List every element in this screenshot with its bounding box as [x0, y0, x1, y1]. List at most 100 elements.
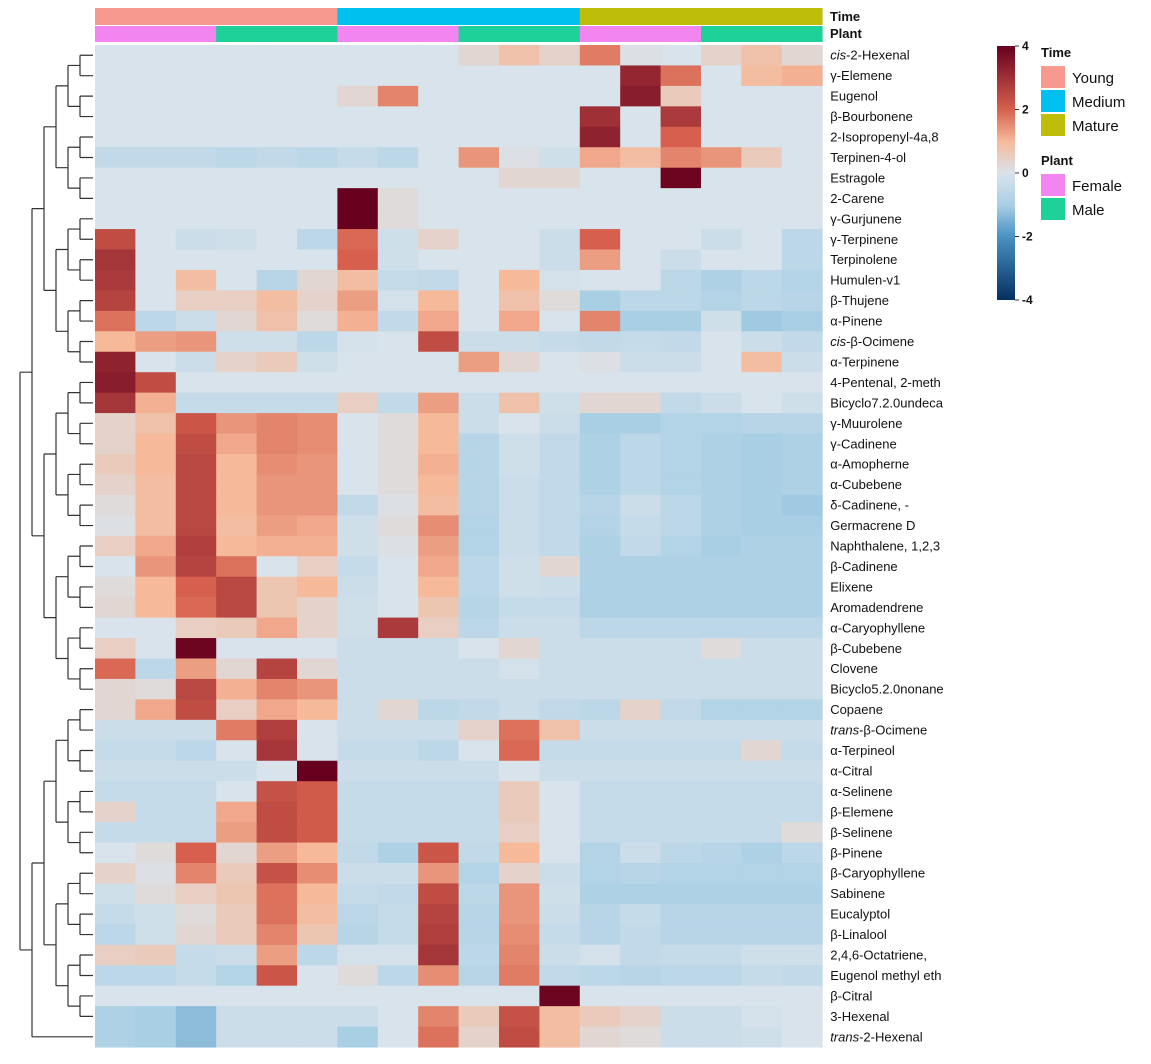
heatmap-cell [458, 556, 500, 578]
dendrogram-branch [67, 964, 80, 1007]
heatmap-cell [499, 1026, 540, 1048]
heatmap-cell [377, 515, 419, 537]
plant-annotation-cell [135, 26, 177, 42]
heatmap-cell [95, 678, 136, 700]
heatmap-cell [418, 658, 460, 680]
heatmap-cell [458, 106, 500, 128]
heatmap-cell [499, 372, 540, 394]
heatmap-cell [499, 842, 540, 864]
heatmap-cell [458, 65, 500, 87]
heatmap-cell [216, 535, 258, 557]
heatmap-cell [135, 106, 177, 128]
heatmap-cell [579, 515, 621, 537]
heatmap-cell [458, 985, 500, 1007]
heatmap-cell [95, 372, 136, 394]
heatmap-cell [377, 331, 419, 353]
heatmap-cell [95, 903, 136, 925]
row-label: γ-Cadinene [830, 436, 897, 451]
heatmap-cell [781, 65, 823, 87]
heatmap-cell [781, 944, 823, 966]
color-scale-tick-label: 4 [1022, 39, 1029, 53]
heatmap-cell [660, 1026, 702, 1048]
heatmap-cell [377, 822, 419, 844]
row-label: Sabinene [830, 886, 885, 901]
heatmap-cell [458, 515, 500, 537]
heatmap-cell [377, 597, 419, 619]
heatmap-cell [256, 740, 298, 762]
heatmap-cell [458, 678, 500, 700]
heatmap-cell [337, 781, 379, 803]
legend-label-medium: Medium [1072, 94, 1125, 111]
row-label: 3-Hexenal [830, 1009, 889, 1024]
heatmap-cell [781, 392, 823, 414]
heatmap-cell [297, 45, 338, 66]
heatmap-cell [216, 576, 258, 598]
heatmap-cell [216, 310, 258, 332]
heatmap-cell [135, 822, 177, 844]
heatmap-cell [499, 903, 540, 925]
heatmap-cell [458, 126, 500, 148]
heatmap-cell [216, 1006, 258, 1028]
heatmap-cell [337, 126, 379, 148]
dendrogram-branch [19, 371, 32, 951]
row-label: β-Linalool [830, 927, 887, 942]
heatmap-cell [539, 842, 581, 864]
heatmap-cell [781, 331, 823, 353]
heatmap-cell [135, 331, 177, 353]
heatmap-cell [418, 1006, 460, 1028]
heatmap-cell [701, 638, 742, 659]
heatmap-cell [539, 310, 581, 332]
heatmap-cell [256, 351, 298, 373]
heatmap-cell [337, 719, 379, 741]
heatmap-cell [539, 229, 581, 250]
row-label: Elixene [830, 579, 873, 594]
heatmap-cell [701, 760, 742, 782]
heatmap-cell [216, 167, 258, 189]
heatmap-cell [701, 454, 742, 475]
heatmap-cell [458, 535, 500, 557]
heatmap-cell [499, 45, 540, 66]
heatmap-cell [741, 351, 783, 373]
heatmap-cell [135, 597, 177, 619]
heatmap-cell [216, 494, 258, 516]
dendrogram-branch [67, 637, 80, 680]
heatmap-cell [175, 208, 217, 230]
row-label: Aromadendrene [830, 600, 923, 615]
row-label: β-Cadinene [830, 559, 897, 574]
legend-label-young: Young [1072, 70, 1114, 87]
heatmap-cell [579, 474, 621, 496]
heatmap-cell [216, 413, 258, 435]
heatmap-cell [95, 1006, 136, 1028]
heatmap-cell [216, 658, 258, 680]
heatmap-cell [377, 699, 419, 721]
heatmap-cell [741, 699, 783, 721]
heatmap-cell [337, 617, 379, 639]
heatmap-cell [620, 863, 662, 884]
color-scale-bar [997, 46, 1015, 300]
heatmap-cell [135, 147, 177, 169]
heatmap-cell [95, 638, 136, 659]
row-label: Bicyclo7.2.0undeca [830, 395, 944, 410]
heatmap-cell [337, 658, 379, 680]
heatmap-cell [539, 719, 581, 741]
heatmap-cell [175, 678, 217, 700]
heatmap-cell [499, 883, 540, 905]
heatmap-cell [539, 85, 581, 107]
heatmap-cell [175, 556, 217, 578]
heatmap-cell [377, 678, 419, 700]
heatmap-cell [781, 85, 823, 107]
heatmap-cell [256, 719, 298, 741]
heatmap-cell [297, 85, 338, 107]
heatmap-cell [256, 760, 298, 782]
heatmap-cell [579, 331, 621, 353]
dendrogram-branch [67, 392, 80, 435]
dendrogram-branch [55, 85, 68, 169]
heatmap-cell [539, 331, 581, 353]
legend-label-female: Female [1072, 178, 1122, 195]
heatmap-cell [579, 985, 621, 1007]
heatmap-cell [660, 699, 702, 721]
heatmap-cell [579, 147, 621, 169]
heatmap-cell [135, 372, 177, 394]
heatmap-cell [579, 678, 621, 700]
heatmap-cell [458, 392, 500, 414]
